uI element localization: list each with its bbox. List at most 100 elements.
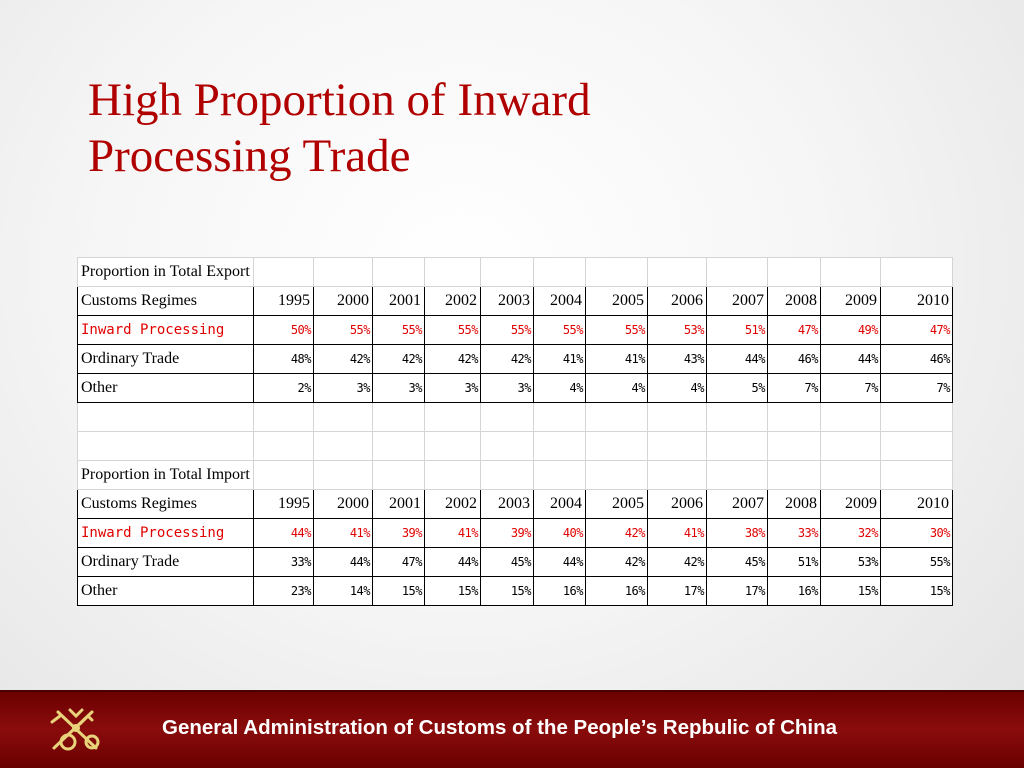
empty-cell [424, 257, 481, 287]
percent-cell: 41% [424, 518, 481, 548]
empty-cell [372, 402, 425, 432]
empty-cell [372, 460, 425, 490]
regime-label: Other [77, 373, 254, 403]
percent-cell: 33% [767, 518, 821, 548]
percent-cell: 15% [880, 576, 953, 606]
empty-cell [480, 460, 534, 490]
percent-cell: 53% [647, 315, 707, 345]
slide-title-line-1: High Proportion of Inward [88, 74, 591, 126]
percent-cell: 42% [313, 344, 373, 374]
empty-cell [585, 431, 648, 461]
slide-title-line-2: Processing Trade [88, 130, 411, 182]
year-header-cell: 1995 [253, 489, 314, 519]
empty-cell [480, 431, 534, 461]
regime-label: Other [77, 576, 254, 606]
percent-cell: 4% [585, 373, 648, 403]
year-header-cell: 2009 [820, 286, 881, 316]
percent-cell: 30% [880, 518, 953, 548]
percent-cell: 55% [533, 315, 586, 345]
empty-cell [533, 402, 586, 432]
percent-cell: 43% [647, 344, 707, 374]
year-header-cell: 2000 [313, 489, 373, 519]
regime-label: Inward Processing [77, 518, 254, 548]
empty-cell [767, 460, 821, 490]
table-row: Inward Processing 44% 41% 39% 41% 39% 40% 42% 41… [77, 518, 953, 548]
percent-cell: 4% [647, 373, 707, 403]
empty-cell [585, 257, 648, 287]
percent-cell: 55% [480, 315, 534, 345]
percent-cell: 44% [253, 518, 314, 548]
percent-cell: 51% [767, 547, 821, 577]
empty-cell [313, 257, 373, 287]
percent-cell: 3% [424, 373, 481, 403]
empty-cell [880, 431, 953, 461]
percent-cell: 16% [585, 576, 648, 606]
empty-cell [313, 431, 373, 461]
percent-cell: 42% [424, 344, 481, 374]
year-header-cell: 2008 [767, 286, 821, 316]
percent-cell: 33% [253, 547, 314, 577]
empty-cell [585, 402, 648, 432]
export-section-heading-row: Proportion in Total Export [77, 257, 953, 287]
percent-cell: 50% [253, 315, 314, 345]
customs-regimes-header: Customs Regimes [77, 286, 254, 316]
percent-cell: 39% [372, 518, 425, 548]
year-header-cell: 2000 [313, 286, 373, 316]
empty-cell [424, 402, 481, 432]
empty-cell [706, 402, 768, 432]
import-year-header-row: Customs Regimes 1995 2000 2001 2002 2003 2004 2… [77, 489, 953, 519]
percent-cell: 7% [767, 373, 821, 403]
export-section-heading: Proportion in Total Export [77, 257, 254, 287]
year-header-cell: 2004 [533, 489, 586, 519]
year-header-cell: 2006 [647, 286, 707, 316]
percent-cell: 42% [480, 344, 534, 374]
import-section-heading: Proportion in Total Import [77, 460, 254, 490]
empty-cell [372, 431, 425, 461]
percent-cell: 2% [253, 373, 314, 403]
percent-cell: 47% [372, 547, 425, 577]
empty-cell [820, 460, 881, 490]
year-header-cell: 2010 [880, 286, 953, 316]
year-header-cell: 2006 [647, 489, 707, 519]
empty-cell [253, 431, 314, 461]
percent-cell: 44% [313, 547, 373, 577]
empty-cell [533, 460, 586, 490]
percent-cell: 44% [706, 344, 768, 374]
percent-cell: 48% [253, 344, 314, 374]
table-row: Other 2% 3% 3% 3% 3% 4% 4% 4% 5% 7% 7% 7% [77, 373, 953, 403]
percent-cell: 46% [880, 344, 953, 374]
percent-cell: 3% [372, 373, 425, 403]
percent-cell: 41% [647, 518, 707, 548]
empty-cell [820, 402, 881, 432]
year-header-cell: 2002 [424, 286, 481, 316]
year-header-cell: 2005 [585, 286, 648, 316]
footer-bar: General Administration of Customs of the… [0, 690, 1024, 768]
year-header-cell: 2001 [372, 286, 425, 316]
empty-cell [706, 257, 768, 287]
percent-cell: 42% [585, 518, 648, 548]
blank-row [77, 431, 953, 461]
year-header-cell: 2003 [480, 489, 534, 519]
year-header-cell: 2008 [767, 489, 821, 519]
empty-cell [647, 402, 707, 432]
empty-cell [313, 402, 373, 432]
table-row: Ordinary Trade 33% 44% 47% 44% 45% 44% 42% 42% 45… [77, 547, 953, 577]
percent-cell: 49% [820, 315, 881, 345]
empty-cell [820, 431, 881, 461]
percent-cell: 38% [706, 518, 768, 548]
percent-cell: 47% [767, 315, 821, 345]
percent-cell: 55% [880, 547, 953, 577]
year-header-cell: 2001 [372, 489, 425, 519]
percent-cell: 15% [480, 576, 534, 606]
empty-cell [77, 431, 254, 461]
percent-cell: 17% [647, 576, 707, 606]
customs-regimes-header: Customs Regimes [77, 489, 254, 519]
percent-cell: 7% [820, 373, 881, 403]
trade-proportion-table: Proportion in Total Export Customs Regime… [77, 257, 953, 606]
export-year-header-row: Customs Regimes 1995 2000 2001 2002 2003 2004 2… [77, 286, 953, 316]
customs-emblem-icon [50, 708, 100, 751]
percent-cell: 4% [533, 373, 586, 403]
empty-cell [424, 460, 481, 490]
empty-cell [880, 460, 953, 490]
percent-cell: 45% [706, 547, 768, 577]
